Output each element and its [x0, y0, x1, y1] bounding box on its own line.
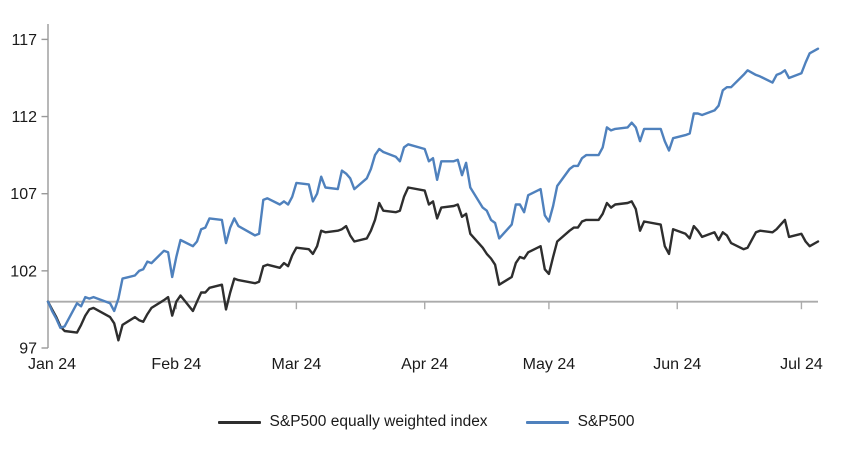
- equal-weight-index-line: [46, 186, 820, 342]
- y-tick-label: 117: [11, 32, 37, 49]
- y-tick-label: 102: [10, 263, 37, 280]
- x-tick-label: Jun 24: [653, 356, 701, 373]
- sp500-line-swatch: [525, 420, 569, 424]
- equal-weight-line-swatch: [217, 420, 261, 424]
- legend-item-sp500: S&P500: [525, 413, 635, 431]
- y-tick-label: 112: [11, 109, 37, 126]
- legend-label-equal-weight: S&P500 equally weighted index: [269, 413, 488, 430]
- x-tick-label: Jan 24: [28, 356, 76, 373]
- y-tick-label: 107: [10, 186, 37, 203]
- legend-label-sp500: S&P500: [577, 413, 635, 430]
- chart-legend: S&P500 equally weighted index S&P500: [0, 409, 852, 435]
- y-tick-label: 97: [19, 341, 37, 358]
- x-tick-label: Jul 24: [780, 356, 823, 373]
- x-tick-label: Mar 24: [271, 356, 321, 373]
- legend-item-equal-weight: S&P500 equally weighted index: [217, 413, 488, 431]
- x-tick-label: May 24: [523, 356, 576, 373]
- x-tick-label: Feb 24: [151, 356, 201, 373]
- x-tick-label: Apr 24: [401, 356, 448, 373]
- sp500-index-line: [46, 47, 820, 330]
